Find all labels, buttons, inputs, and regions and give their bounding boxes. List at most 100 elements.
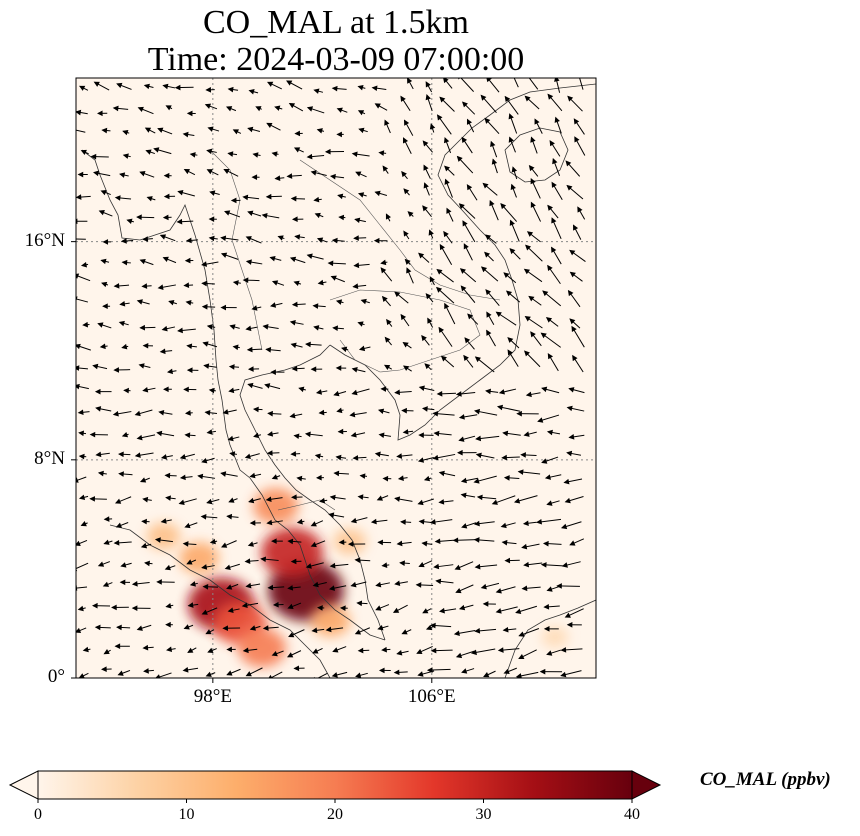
lat-tick-label: 0° xyxy=(47,666,65,687)
wind-arrow-head xyxy=(77,605,84,612)
wind-arrow-head xyxy=(503,475,510,481)
wind-arrow-head xyxy=(504,557,511,564)
wind-arrow-head xyxy=(433,563,440,570)
wind-arrow-head xyxy=(163,193,170,200)
wind-arrow-head xyxy=(347,541,354,547)
wind-arrow-head xyxy=(503,668,510,674)
wind-arrow-head xyxy=(438,470,445,477)
wind-arrow-head xyxy=(220,252,228,258)
wind-arrow-head xyxy=(444,302,450,310)
wind-arrow-head xyxy=(329,173,336,180)
wind-arrow-head xyxy=(396,650,403,656)
wind-arrow-head xyxy=(271,280,279,286)
wind-arrow-head xyxy=(293,665,300,672)
wind-arrow-head xyxy=(286,652,294,658)
wind-arrow-head xyxy=(556,583,562,589)
wind-arrow-head xyxy=(226,670,233,676)
wind-arrow-head xyxy=(262,625,269,631)
wind-arrow-head xyxy=(312,581,319,588)
wind-arrow-head xyxy=(76,540,81,546)
wind-arrow-head xyxy=(577,206,583,213)
wind-arrow-head xyxy=(436,268,443,275)
wind-arrow-head xyxy=(288,632,295,638)
wind-arrow-head xyxy=(486,78,492,83)
wind-arrow-head xyxy=(274,105,281,111)
wind-arrow-head xyxy=(357,110,365,116)
wind-arrow-head xyxy=(327,260,334,267)
wind-arrow-head xyxy=(252,152,259,158)
colorbar-tick-label: 40 xyxy=(624,806,640,823)
wind-arrow-head xyxy=(267,584,274,591)
wind-arrow-head xyxy=(462,220,468,227)
wind-arrow-head xyxy=(439,243,445,251)
wind-arrow-head xyxy=(475,435,482,442)
wind-arrow-head xyxy=(118,471,124,477)
wind-arrow-head xyxy=(162,256,169,262)
wind-arrow-head xyxy=(354,557,361,563)
wind-arrow-head xyxy=(95,451,102,458)
wind-arrow-head xyxy=(547,93,554,100)
wind-arrow-head xyxy=(225,106,233,112)
wind-arrow-head xyxy=(436,390,443,397)
wind-arrow-head xyxy=(315,389,323,395)
wind-arrow-head xyxy=(353,235,359,241)
wind-arrow-head xyxy=(131,581,138,587)
wind-arrow-head xyxy=(428,229,434,236)
wind-arrow-head xyxy=(162,83,169,90)
wind-arrow-head xyxy=(546,429,553,436)
lat-tick-label: 8°N xyxy=(34,447,65,469)
wind-arrow-head xyxy=(139,258,146,265)
co-hotspot xyxy=(179,542,219,574)
wind-arrow-head xyxy=(466,184,473,191)
wind-arrow-head xyxy=(566,405,573,412)
wind-arrow-head xyxy=(540,562,547,568)
wind-arrow-head xyxy=(204,409,211,416)
wind-arrow-head xyxy=(545,317,553,323)
wind-arrow-head xyxy=(474,356,481,363)
wind-arrow-head xyxy=(534,118,540,125)
wind-arrow-head xyxy=(220,235,227,242)
wind-arrow-head xyxy=(305,563,312,569)
wind-arrow-head xyxy=(378,150,385,156)
wind-arrow-head xyxy=(291,301,298,308)
wind-arrow-head xyxy=(100,189,107,196)
colorbar-label: CO_MAL (ppbv) xyxy=(700,769,831,790)
wind-arrow-head xyxy=(99,343,106,350)
wind-arrow-head xyxy=(115,522,123,528)
wind-arrow-head xyxy=(266,519,273,526)
wind-arrow-head xyxy=(227,86,234,93)
wind-arrow-head xyxy=(294,130,301,137)
wind-arrow-head xyxy=(220,471,227,477)
wind-arrow-head xyxy=(565,160,572,167)
wind-arrow-head xyxy=(489,199,495,207)
wind-arrow-head xyxy=(101,281,108,288)
wind-arrow-head xyxy=(139,171,146,177)
wind-arrow-head xyxy=(509,248,516,255)
wind-arrow-head xyxy=(452,537,459,544)
wind-arrow-head xyxy=(377,408,385,415)
wind-arrow-head xyxy=(394,291,401,298)
wind-arrow-head xyxy=(317,279,324,286)
wind-arrow-head xyxy=(260,556,267,563)
wind-arrow-head xyxy=(360,298,367,305)
wind-arrow-head xyxy=(208,216,215,222)
wind-arrow-head xyxy=(436,286,443,293)
wind-arrow-head xyxy=(230,197,237,204)
wind-arrow-head xyxy=(375,605,382,611)
wind-arrow-head xyxy=(528,164,535,172)
wind-arrow-head xyxy=(201,564,208,570)
wind-arrow-head xyxy=(136,625,143,631)
wind-arrow-head xyxy=(122,153,129,159)
wind-arrow-head xyxy=(484,234,492,241)
wind-arrow-head xyxy=(543,626,550,632)
wind-arrow-head xyxy=(434,538,441,545)
wind-arrow-head xyxy=(515,608,522,614)
wind-arrow-head xyxy=(356,600,363,607)
wind-arrow-head xyxy=(460,285,467,292)
wind-arrow-head xyxy=(549,140,555,147)
wind-arrow-head xyxy=(374,451,381,458)
wind-arrow-head xyxy=(571,325,577,333)
wind-arrow-head xyxy=(417,499,424,506)
wind-arrow-head xyxy=(289,256,297,263)
wind-arrow-head xyxy=(202,341,209,347)
